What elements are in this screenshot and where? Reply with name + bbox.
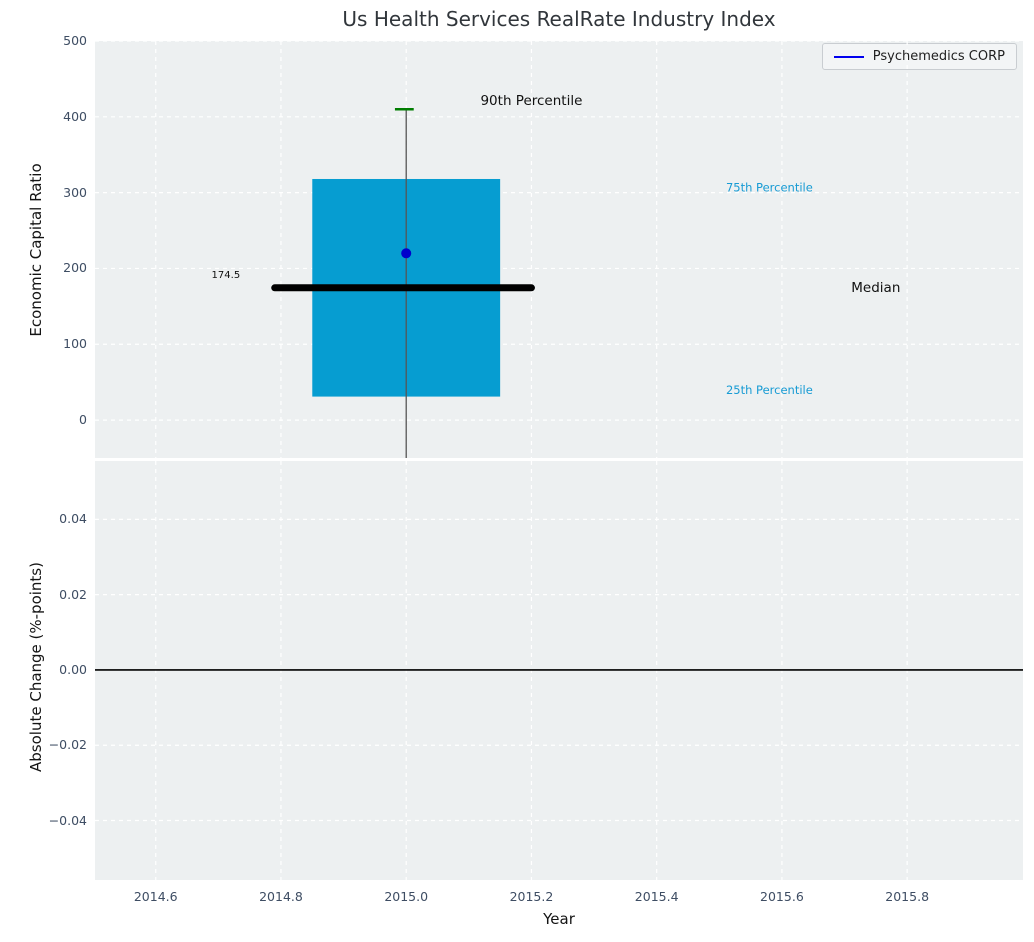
y-tick-label-0.04: 0.04 bbox=[59, 511, 87, 527]
x-axis-label: Year bbox=[543, 910, 575, 928]
legend-label: Psychemedics CORP bbox=[872, 49, 1005, 64]
p90-label: 90th Percentile bbox=[480, 93, 582, 109]
x-tick-label-2015.8: 2015.8 bbox=[885, 889, 930, 904]
y-tick-label-−0.04: −0.04 bbox=[48, 812, 87, 828]
y-tick-label-0.02: 0.02 bbox=[59, 586, 87, 602]
legend-line-sample bbox=[833, 55, 864, 58]
p25-label: 25th Percentile bbox=[726, 383, 813, 397]
y-tick-label-200: 200 bbox=[63, 260, 87, 276]
legend: Psychemedics CORP bbox=[821, 43, 1017, 70]
p75-label: 75th Percentile bbox=[726, 180, 813, 194]
chart-title: Us Health Services RealRate Industry Ind… bbox=[342, 7, 776, 31]
x-tick-label-2014.6: 2014.6 bbox=[133, 889, 178, 904]
bottom-plot-canvas bbox=[95, 461, 1023, 880]
x-tick-label-2015.4: 2015.4 bbox=[634, 889, 679, 904]
median-value-label: 174.5 bbox=[212, 270, 241, 281]
top-axes: Psychemedics CORP 174.5 90th Percentile 75… bbox=[95, 41, 1023, 458]
y-tick-label-−0.02: −0.02 bbox=[48, 737, 87, 753]
y-tick-label-0.00: 0.00 bbox=[59, 661, 87, 677]
x-tick-label-2015.0: 2015.0 bbox=[384, 889, 429, 904]
y-tick-label-0: 0 bbox=[79, 412, 87, 428]
x-tick-label-2015.6: 2015.6 bbox=[760, 889, 804, 904]
median-label: Median bbox=[851, 280, 900, 296]
top-y-axis-label: Economic Capital Ratio bbox=[27, 163, 45, 337]
y-tick-label-100: 100 bbox=[63, 336, 87, 352]
company-point bbox=[401, 248, 412, 259]
x-tick-label-2015.2: 2015.2 bbox=[509, 889, 554, 904]
x-tick-label-2014.8: 2014.8 bbox=[259, 889, 303, 904]
y-tick-label-400: 400 bbox=[63, 108, 87, 124]
bottom-axes bbox=[95, 461, 1023, 880]
top-plot-canvas: 174.5 90th Percentile 75th Percentile Media… bbox=[95, 41, 1023, 458]
bottom-y-axis-label: Absolute Change (%-points) bbox=[27, 562, 45, 772]
y-tick-label-300: 300 bbox=[63, 184, 87, 200]
y-tick-label-500: 500 bbox=[63, 33, 87, 48]
